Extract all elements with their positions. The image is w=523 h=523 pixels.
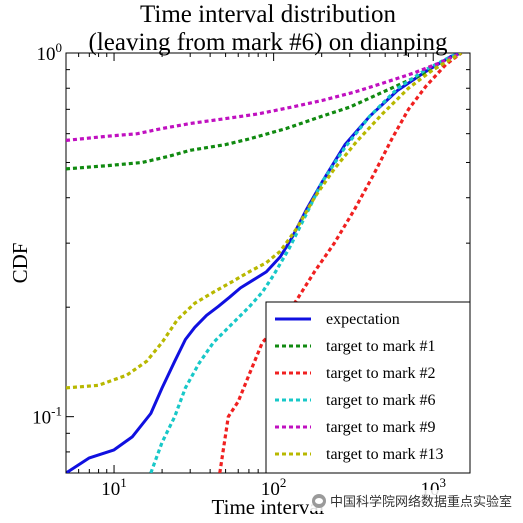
legend-label: expectation xyxy=(326,311,400,328)
series-line-2 xyxy=(66,53,463,171)
chart-title: Time interval distribution xyxy=(140,1,397,28)
y-tick-label: 10-1 xyxy=(32,404,62,429)
legend-label: target to mark #6 xyxy=(326,392,435,409)
x-tick-label: 102 xyxy=(261,475,287,500)
series-line-5 xyxy=(66,53,462,142)
watermark-text: 中国科学院网络数据重点实验室 xyxy=(329,495,512,510)
watermark: 中国科学院网络数据重点实验室 xyxy=(308,490,515,511)
wechat-icon xyxy=(311,493,326,508)
y-tick-label: 100 xyxy=(37,40,63,65)
legend: expectation target to mark #1 target to ma… xyxy=(265,301,471,474)
legend-label: target to mark #9 xyxy=(326,419,435,436)
legend-label: target to mark #2 xyxy=(326,365,435,382)
x-axis-label: Time interval xyxy=(212,495,325,519)
legend-frame xyxy=(265,301,471,474)
series-line-6 xyxy=(66,53,463,390)
x-tick-label: 101 xyxy=(101,475,127,500)
legend-label: target to mark #1 xyxy=(326,338,435,355)
y-axis-label: CDF xyxy=(8,243,32,284)
legend-label: target to mark #13 xyxy=(326,446,443,463)
series-line-3 xyxy=(218,53,463,473)
series-line-4 xyxy=(149,53,462,473)
series-layer xyxy=(66,53,463,473)
chart-subtitle: (leaving from mark #6) on dianping xyxy=(89,29,448,56)
